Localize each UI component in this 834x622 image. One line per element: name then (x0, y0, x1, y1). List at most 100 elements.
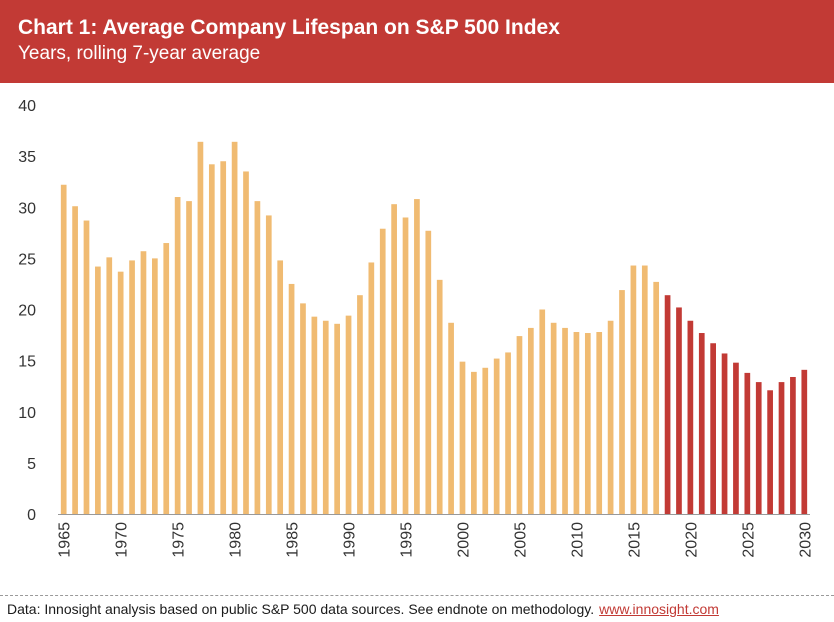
historical-bar (311, 316, 318, 514)
forecast-bar (733, 362, 739, 514)
forecast-bar (687, 320, 694, 514)
historical-bar (277, 260, 284, 514)
historical-bar (425, 230, 432, 514)
forecast-bar (744, 372, 751, 514)
historical-bar (596, 332, 603, 514)
source-note: Data: Innosight analysis based on public… (7, 601, 595, 617)
historical-bar (607, 320, 614, 514)
x-tick-label: 1980 (228, 522, 245, 558)
historical-bar (436, 279, 443, 514)
historical-bar (129, 260, 135, 514)
historical-bar (562, 327, 568, 514)
historical-bar (72, 206, 78, 515)
historical-bar (117, 271, 124, 514)
chart-header: Chart 1: Average Company Lifespan on S&P… (0, 0, 834, 83)
x-tick-label: 2020 (683, 522, 700, 558)
historical-bar (231, 141, 238, 514)
x-tick-label: 2010 (569, 522, 586, 558)
y-axis: 0 5 10 15 20 25 30 35 40 (18, 98, 36, 524)
historical-bar (448, 322, 454, 514)
historical-bar (208, 164, 215, 515)
historical-bar (528, 327, 534, 514)
x-tick-label: 2005 (512, 522, 529, 558)
historical-bar (619, 290, 625, 514)
historical-bar (505, 352, 511, 514)
historical-bar (60, 184, 67, 514)
x-tick-label: 2025 (740, 522, 757, 558)
historical-bar (288, 283, 295, 514)
forecast-bar (790, 376, 796, 514)
historical-bar (391, 204, 397, 514)
historical-bar (641, 265, 648, 514)
y-tick-label: 5 (27, 456, 36, 473)
historical-bar (220, 161, 227, 515)
forecast-bar (778, 382, 785, 514)
historical-bar (550, 322, 557, 514)
historical-bar (254, 201, 261, 514)
forecast-bar (755, 382, 762, 514)
x-tick-label: 2015 (626, 522, 643, 558)
historical-bar (459, 361, 466, 514)
historical-bar (174, 197, 181, 514)
forecast-bar (767, 390, 773, 514)
historical-bar (482, 367, 489, 514)
chart-title: Chart 1: Average Company Lifespan on S&P… (18, 16, 560, 39)
forecast-bar (710, 343, 716, 514)
historical-bar (379, 228, 386, 514)
forecast-bar (801, 369, 808, 514)
x-tick-label: 1995 (399, 522, 416, 558)
historical-bar (152, 258, 158, 515)
y-tick-label: 15 (18, 354, 36, 371)
historical-bar (140, 251, 147, 514)
forecast-bar (721, 353, 728, 514)
y-tick-label: 0 (27, 507, 36, 524)
historical-bar (345, 315, 352, 514)
historical-bar (573, 332, 580, 514)
historical-bar (83, 220, 90, 515)
historical-bar (243, 171, 249, 514)
footer: Data: Innosight analysis based on public… (7, 601, 719, 617)
historical-bar (265, 215, 272, 514)
historical-bar (630, 265, 637, 514)
historical-bar (368, 262, 375, 514)
historical-bar (334, 323, 340, 514)
historical-bar (584, 333, 591, 514)
historical-bar (653, 281, 660, 514)
historical-bar (197, 141, 204, 514)
y-tick-label: 25 (18, 251, 36, 268)
x-tick-label: 2000 (455, 522, 472, 558)
historical-bar (539, 309, 546, 514)
chart-subtitle: Years, rolling 7-year average (18, 43, 261, 64)
historical-bar (414, 199, 420, 514)
historical-bar (357, 295, 363, 514)
footer-divider (0, 595, 834, 596)
historical-bar (95, 266, 101, 514)
forecast-bar (698, 333, 705, 514)
historical-bar (322, 320, 329, 514)
forecast-bar (664, 295, 671, 514)
forecast-bar (676, 307, 682, 514)
historical-bar (516, 336, 523, 514)
x-axis: 1965 1970 1975 1980 1985 1990 1995 2000 2005 2010… (57, 514, 814, 558)
historical-bar (493, 358, 500, 514)
x-tick-label: 1990 (342, 522, 359, 558)
y-tick-label: 20 (18, 303, 36, 320)
historical-bar (106, 257, 113, 514)
historical-bar (471, 371, 477, 514)
y-tick-label: 35 (18, 149, 36, 166)
x-tick-label: 1985 (285, 522, 302, 558)
historical-bar (402, 217, 409, 515)
x-tick-label: 1965 (57, 522, 74, 558)
x-tick-label: 1975 (171, 522, 188, 558)
historical-bar (300, 303, 306, 514)
y-tick-label: 30 (18, 200, 36, 217)
historical-bar (163, 243, 170, 515)
y-tick-label: 10 (18, 405, 36, 422)
bars (60, 141, 808, 515)
x-tick-label: 2030 (797, 522, 814, 558)
innosight-link[interactable]: www.innosight.com (599, 601, 719, 617)
historical-bar (186, 201, 192, 514)
y-tick-label: 40 (18, 98, 36, 115)
x-tick-label: 1970 (114, 522, 131, 558)
